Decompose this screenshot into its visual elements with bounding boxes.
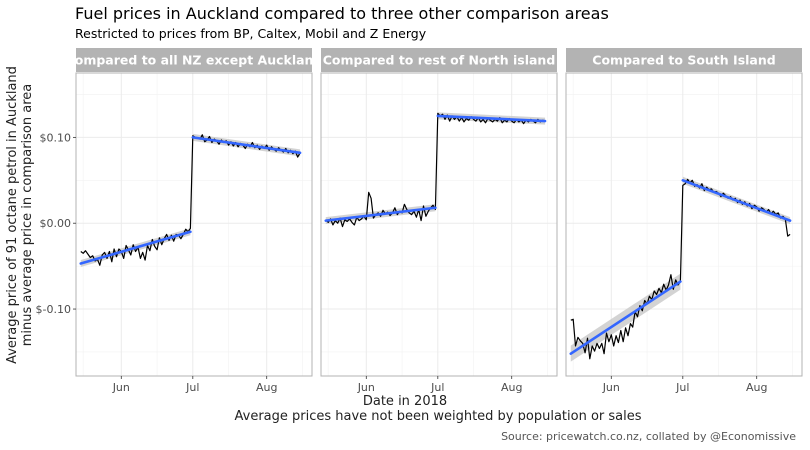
trend-line (324, 206, 437, 222)
x-tick-label: Jul (185, 381, 199, 394)
x-tick-label: Jun (357, 381, 375, 394)
x-tick-label: Jun (112, 381, 130, 394)
y-tick-label: $0.00 (40, 217, 72, 230)
x-tick-label: Aug (746, 381, 767, 394)
facet-strip-label: Compared to all NZ except Auckland (66, 53, 323, 68)
facet-strip-label: Compared to South Island (592, 53, 775, 68)
x-tick-label: Jul (430, 381, 444, 394)
trend-line (79, 230, 192, 265)
facet-strip-label: Compared to rest of North island (323, 53, 556, 68)
trend-line (436, 114, 547, 123)
chart-caption: Average prices have not been weighted by… (234, 409, 642, 424)
source-credit: Source: pricewatch.co.nz, collated by @E… (501, 430, 796, 443)
panel-border (565, 72, 803, 377)
y-tick-label: $-0.10 (36, 303, 71, 316)
trend-line (681, 178, 792, 222)
x-tick-label: Aug (256, 381, 277, 394)
y-tick-label: $0.10 (40, 131, 72, 144)
x-tick-label: Aug (501, 381, 522, 394)
trend-line (191, 136, 302, 155)
facet-strip (321, 48, 557, 72)
facet-strip (76, 48, 312, 72)
x-axis-label: Date in 2018 (362, 394, 448, 409)
facet-strip (566, 48, 802, 72)
chart-title: Fuel prices in Auckland compared to thre… (75, 4, 609, 23)
panel-border (75, 72, 313, 377)
panel-border (320, 72, 558, 377)
trend-line (569, 280, 682, 355)
x-tick-label: Jul (675, 381, 689, 394)
chart-subtitle: Restricted to prices from BP, Caltex, Mo… (75, 26, 427, 41)
x-tick-label: Jun (602, 381, 620, 394)
